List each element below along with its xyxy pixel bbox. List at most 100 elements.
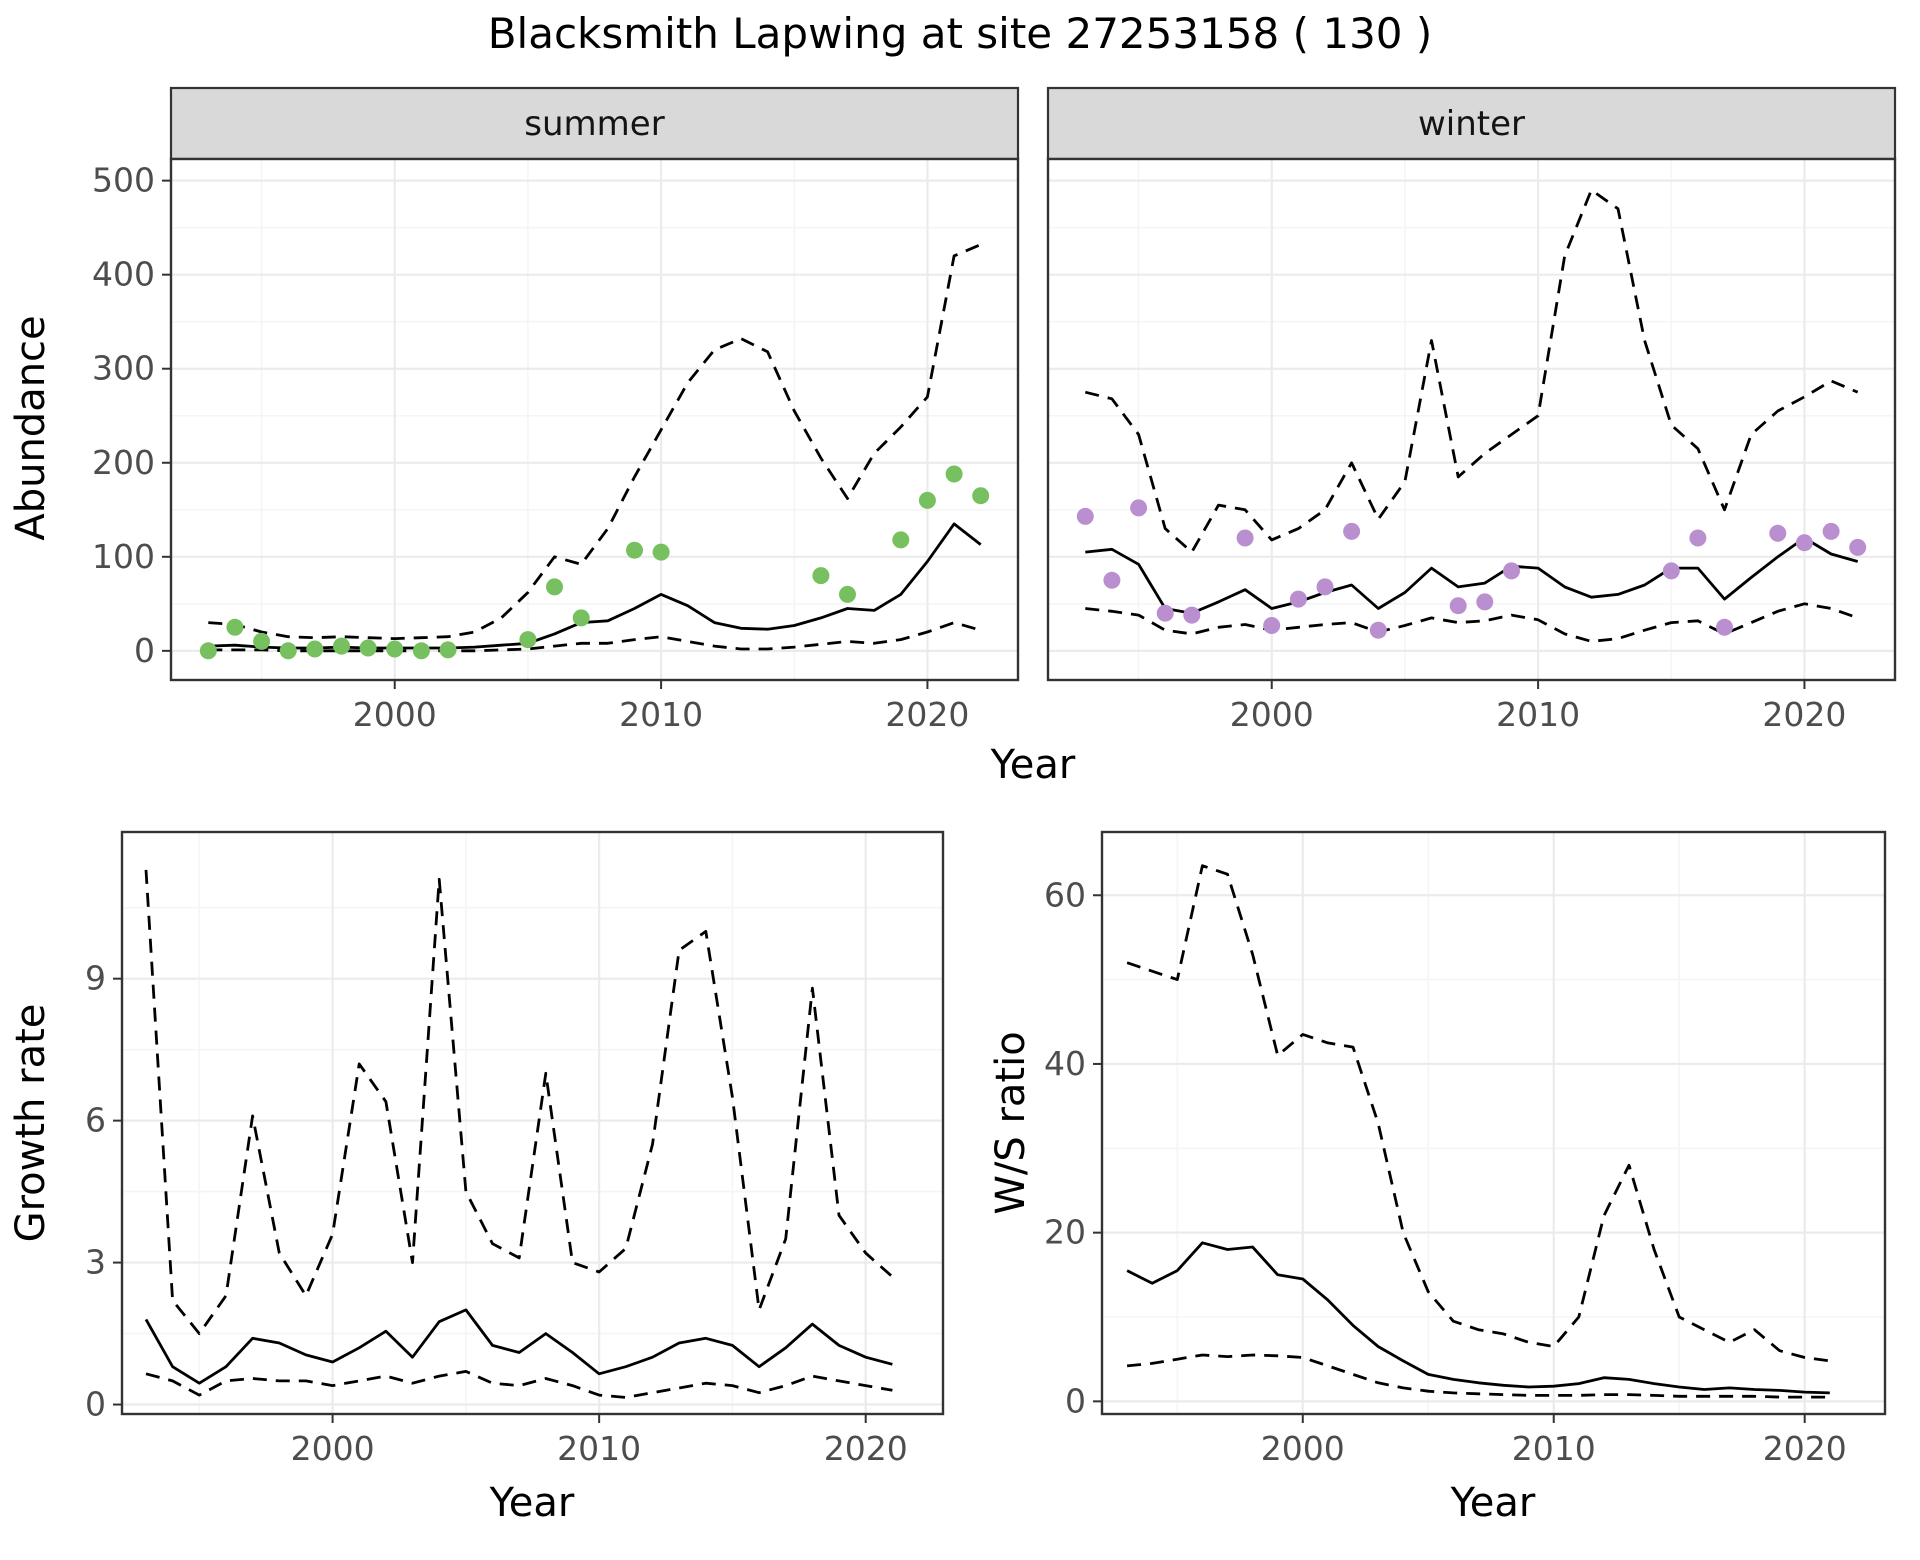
data-point	[1503, 562, 1520, 580]
summer-abundance-chart: 2000 2010 2020 0 100 200 300 400 500	[92, 157, 1020, 734]
facet-strip-summer: summer	[169, 86, 1020, 161]
median-line	[1085, 536, 1859, 615]
data-point	[626, 541, 643, 559]
data-point	[279, 642, 297, 660]
y-tick-label: 400	[92, 255, 155, 294]
data-point	[918, 491, 936, 509]
panel-border	[120, 830, 945, 1416]
y-tick-label: 0	[134, 631, 155, 670]
growth-rate-chart: 2000 2010 2020 0 3 6 9	[85, 830, 945, 1468]
data-point	[1316, 578, 1334, 596]
data-point	[519, 631, 537, 649]
y-tick-label: 20	[1044, 1213, 1086, 1252]
facet-strip-summer-bg	[169, 86, 1020, 161]
lower-ci-line	[1085, 602, 1859, 643]
data-point	[1103, 571, 1121, 589]
panel-background	[171, 159, 1018, 680]
data-point	[386, 640, 404, 658]
panel-border	[1046, 157, 1897, 682]
data-point	[972, 487, 990, 505]
data-point	[1343, 522, 1361, 540]
y-tick-label: 300	[92, 349, 155, 388]
data-point	[1263, 617, 1281, 634]
data-point	[1130, 499, 1148, 517]
x-tick-label: 2020	[1762, 695, 1846, 734]
upper-ci-line	[144, 869, 894, 1335]
data-point	[1236, 529, 1254, 547]
x-tick-label: 2000	[353, 695, 437, 734]
facet-strip-summer-label: summer	[524, 104, 664, 144]
winter-abundance-chart: 2000 2010 2020	[1046, 157, 1897, 734]
facet-strip-winter: winter	[1046, 86, 1897, 161]
panel-border	[1100, 830, 1887, 1416]
growth-year-axis-label: Year	[489, 1480, 575, 1526]
data-point	[945, 465, 963, 483]
y-tick-label: 3	[85, 1243, 106, 1282]
lower-ci-line	[1126, 1353, 1830, 1399]
x-tick-label: 2010	[557, 1429, 641, 1468]
x-tick-label: 2000	[1261, 1429, 1345, 1468]
y-tick-label: 0	[1065, 1381, 1086, 1420]
data-point	[546, 578, 563, 596]
data-point	[1076, 507, 1094, 525]
y-tick-label: 500	[92, 161, 155, 200]
x-tick-label: 2020	[885, 695, 969, 734]
y-tick-label: 6	[85, 1101, 106, 1140]
x-tick-label: 2000	[291, 1429, 375, 1468]
ws-year-axis-label: Year	[1450, 1480, 1536, 1526]
y-tick-label: 100	[92, 537, 155, 576]
data-point	[839, 585, 856, 603]
data-point	[1689, 529, 1707, 547]
data-point	[333, 637, 350, 655]
data-point	[572, 609, 590, 627]
x-tick-label: 2010	[1512, 1429, 1596, 1468]
data-point	[652, 543, 670, 561]
data-point	[253, 632, 271, 650]
chart-title: Blacksmith Lapwing at site 27253158 ( 13…	[488, 9, 1433, 58]
top-year-axis-label: Year	[990, 742, 1076, 788]
data-point	[1449, 597, 1467, 615]
x-tick-label: 2020	[1763, 1429, 1847, 1468]
y-tick-label: 40	[1044, 1044, 1086, 1083]
median-line	[144, 1308, 893, 1385]
upper-ci-line	[1126, 864, 1830, 1363]
data-point	[1769, 524, 1787, 542]
data-point	[1822, 522, 1840, 540]
abundance-axis-label: Abundance	[8, 315, 54, 540]
data-point	[1183, 606, 1201, 624]
data-point	[306, 640, 324, 658]
data-point	[1476, 593, 1494, 611]
facet-strip-winter-label: winter	[1418, 104, 1525, 144]
y-tick-label: 9	[85, 959, 106, 998]
data-point	[1795, 534, 1813, 552]
data-point	[1662, 562, 1680, 580]
x-tick-label: 2010	[1496, 695, 1580, 734]
panel-border	[169, 157, 1020, 682]
growth-rate-axis-label: Growth rate	[8, 1004, 54, 1243]
data-point	[1849, 538, 1867, 556]
data-point	[1289, 590, 1307, 608]
panel-background	[1102, 832, 1885, 1414]
data-point	[199, 642, 217, 660]
ws-ratio-chart: 2000 2010 2020 0 20 40 60	[1044, 830, 1887, 1468]
data-point	[1369, 621, 1387, 639]
ws-ratio-axis-label: W/S ratio	[988, 1031, 1034, 1214]
panel-background	[122, 832, 943, 1414]
data-point	[892, 531, 910, 549]
data-point	[359, 639, 377, 657]
data-point	[812, 567, 830, 585]
x-tick-label: 2010	[619, 695, 703, 734]
x-tick-label: 2000	[1230, 695, 1314, 734]
data-point	[439, 641, 457, 659]
data-point	[412, 642, 430, 660]
y-tick-label: 200	[92, 443, 155, 482]
panel-background	[1048, 159, 1895, 680]
median-line	[1126, 1241, 1830, 1395]
data-point	[1716, 618, 1733, 636]
data-point	[1156, 604, 1174, 622]
y-tick-label: 0	[85, 1385, 106, 1424]
y-tick-label: 60	[1044, 875, 1086, 914]
data-point	[226, 618, 244, 636]
